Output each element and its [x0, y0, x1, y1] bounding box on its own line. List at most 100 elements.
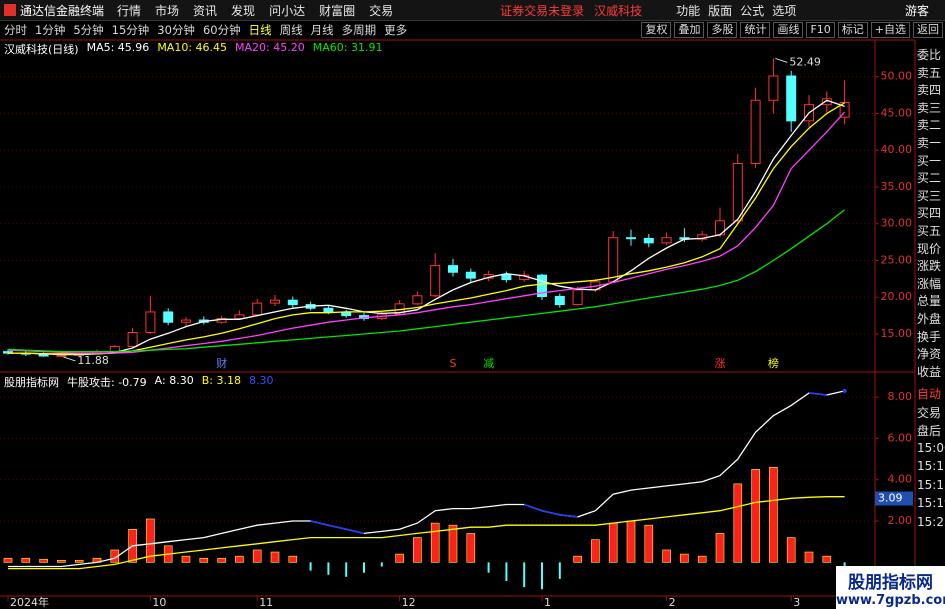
- quote-label: 买二: [917, 171, 942, 186]
- indicator-line: [8, 390, 845, 568]
- menu-item[interactable]: 发现: [231, 3, 256, 18]
- candle-body: [181, 319, 191, 323]
- menu-item[interactable]: 交易: [369, 3, 394, 18]
- x-tick-label: 1: [544, 596, 551, 609]
- period-tab[interactable]: 更多: [384, 23, 408, 37]
- tool-button[interactable]: 返回: [913, 22, 943, 38]
- menu-item[interactable]: 版面: [708, 3, 733, 18]
- quote-label: 收益: [917, 364, 942, 379]
- indicator-bar: [74, 559, 84, 563]
- tool-button[interactable]: 多股: [707, 22, 738, 38]
- indicator-bar: [39, 558, 48, 563]
- trade-label[interactable]: 自动: [917, 387, 942, 401]
- candle-body: [430, 265, 441, 297]
- quote-label: 卖二: [917, 118, 942, 133]
- indicator-bar: [558, 562, 561, 579]
- indicator-legend: 股朋指标网 牛股攻击: -0.79 A: 8.30 B: 3.18 8.30: [4, 374, 273, 390]
- falling-segment: [310, 520, 329, 526]
- falling-segment: [328, 524, 347, 531]
- end-dot: [842, 388, 847, 393]
- indicator-bar: [395, 553, 404, 563]
- status-text: 证券交易未登录: [500, 3, 585, 18]
- candle-body: [732, 162, 743, 222]
- period-tab[interactable]: 分时: [4, 23, 27, 37]
- app-title: 通达信金融终端: [20, 3, 105, 18]
- candle-body: [323, 307, 334, 313]
- menu-right: 功能 版面 公式 选项: [672, 2, 800, 19]
- indicator-bar: [57, 559, 66, 563]
- indicator-bar: [523, 562, 526, 588]
- candle-body: [537, 274, 547, 298]
- indicator-bar: [487, 562, 490, 573]
- status-text: 汉威科技: [594, 3, 643, 18]
- tool-button[interactable]: 标记: [837, 22, 868, 38]
- indicator-bar: [363, 562, 365, 573]
- watermark-title: 股朋指标网: [848, 573, 933, 593]
- x-tick-label: 11: [259, 596, 273, 609]
- falling-segment: [523, 503, 543, 512]
- menu-item[interactable]: 财富圈: [319, 3, 356, 18]
- quote-label: 净资: [917, 347, 942, 362]
- indicator-bar: [626, 520, 636, 563]
- indicator-bar: [715, 533, 725, 563]
- legend-item: 牛股攻击: -0.79: [67, 376, 147, 389]
- indicator-bar: [199, 557, 209, 563]
- logo: [4, 4, 16, 16]
- indicator-bar: [270, 551, 280, 563]
- user[interactable]: 游客: [904, 3, 929, 18]
- indicator-bar: [217, 557, 226, 563]
- menu-item[interactable]: 功能: [676, 3, 701, 18]
- trade-label: 15:25: [917, 514, 945, 529]
- tool-button[interactable]: 画线: [773, 22, 804, 38]
- candle-body: [643, 237, 654, 244]
- indicator-bar: [235, 555, 244, 563]
- candle-body: [412, 295, 423, 305]
- period-tab[interactable]: 周线: [279, 23, 303, 37]
- candle-body: [163, 311, 174, 323]
- tool-button[interactable]: +自选: [870, 22, 910, 38]
- candle-body: [608, 237, 619, 283]
- candle-body: [127, 332, 138, 347]
- period-tab[interactable]: 60分钟: [202, 23, 241, 37]
- x-tick-label: 12: [402, 596, 416, 609]
- tool-button[interactable]: 叠加: [674, 22, 705, 38]
- x-tick-label: 3: [793, 596, 800, 609]
- menu-item[interactable]: 行情: [117, 3, 142, 18]
- cursor-box: [875, 491, 913, 506]
- period-tab[interactable]: 1分钟: [35, 23, 66, 37]
- x-tick-label: 2: [669, 596, 676, 609]
- side-panel: 委比 卖五 卖四 卖三 卖二 卖一 买一 买二 买三 买四 买五 现价 涨跌 涨幅 总量 外盘 换手 净资 收益 自动…: [916, 40, 945, 609]
- period-tab[interactable]: 30分钟: [157, 23, 195, 37]
- tool-button[interactable]: 统计: [740, 22, 771, 38]
- trade-label: 盘后: [917, 424, 942, 438]
- menu-item[interactable]: 资讯: [193, 3, 218, 18]
- quote-label: 总量: [917, 294, 942, 309]
- legend-item: MA5: 45.96: [86, 41, 150, 54]
- y-tick-label: 15.00: [881, 327, 913, 340]
- y-tick-label: 50.00: [881, 70, 913, 83]
- indicator-bar: [822, 555, 832, 563]
- falling-segment: [541, 509, 560, 516]
- indicator-bar: [288, 555, 298, 563]
- menu-item[interactable]: 市场: [155, 3, 180, 18]
- tool-button[interactable]: 复权: [641, 22, 672, 38]
- period-tab[interactable]: 5分钟: [73, 23, 104, 37]
- period-tab[interactable]: 月线: [310, 23, 334, 37]
- period-tab[interactable]: 日线: [248, 23, 272, 37]
- indicator-bar: [591, 539, 600, 563]
- candle-body: [661, 237, 672, 244]
- period-tab[interactable]: 15分钟: [111, 23, 150, 37]
- period-tab[interactable]: 多周期: [341, 23, 377, 37]
- menu-item[interactable]: 问小达: [269, 3, 306, 18]
- menu-status: 证券交易未登录 汉威科技: [500, 2, 642, 19]
- tool-buttons: 复权 叠加 多股 统计 画线 F10 标记 +自选 返回: [638, 22, 943, 38]
- indicator-bar: [786, 537, 796, 563]
- menu-item[interactable]: 公式: [740, 3, 765, 18]
- y-tick-label: 2.00: [888, 514, 913, 527]
- menu-item[interactable]: 选项: [772, 3, 797, 18]
- tool-button[interactable]: F10: [806, 22, 835, 38]
- watermark: 股朋指标网 www.7gpzb.com: [836, 566, 945, 609]
- candle-body: [252, 302, 263, 316]
- quote-label: 现价: [917, 241, 942, 256]
- candle-body: [270, 299, 280, 304]
